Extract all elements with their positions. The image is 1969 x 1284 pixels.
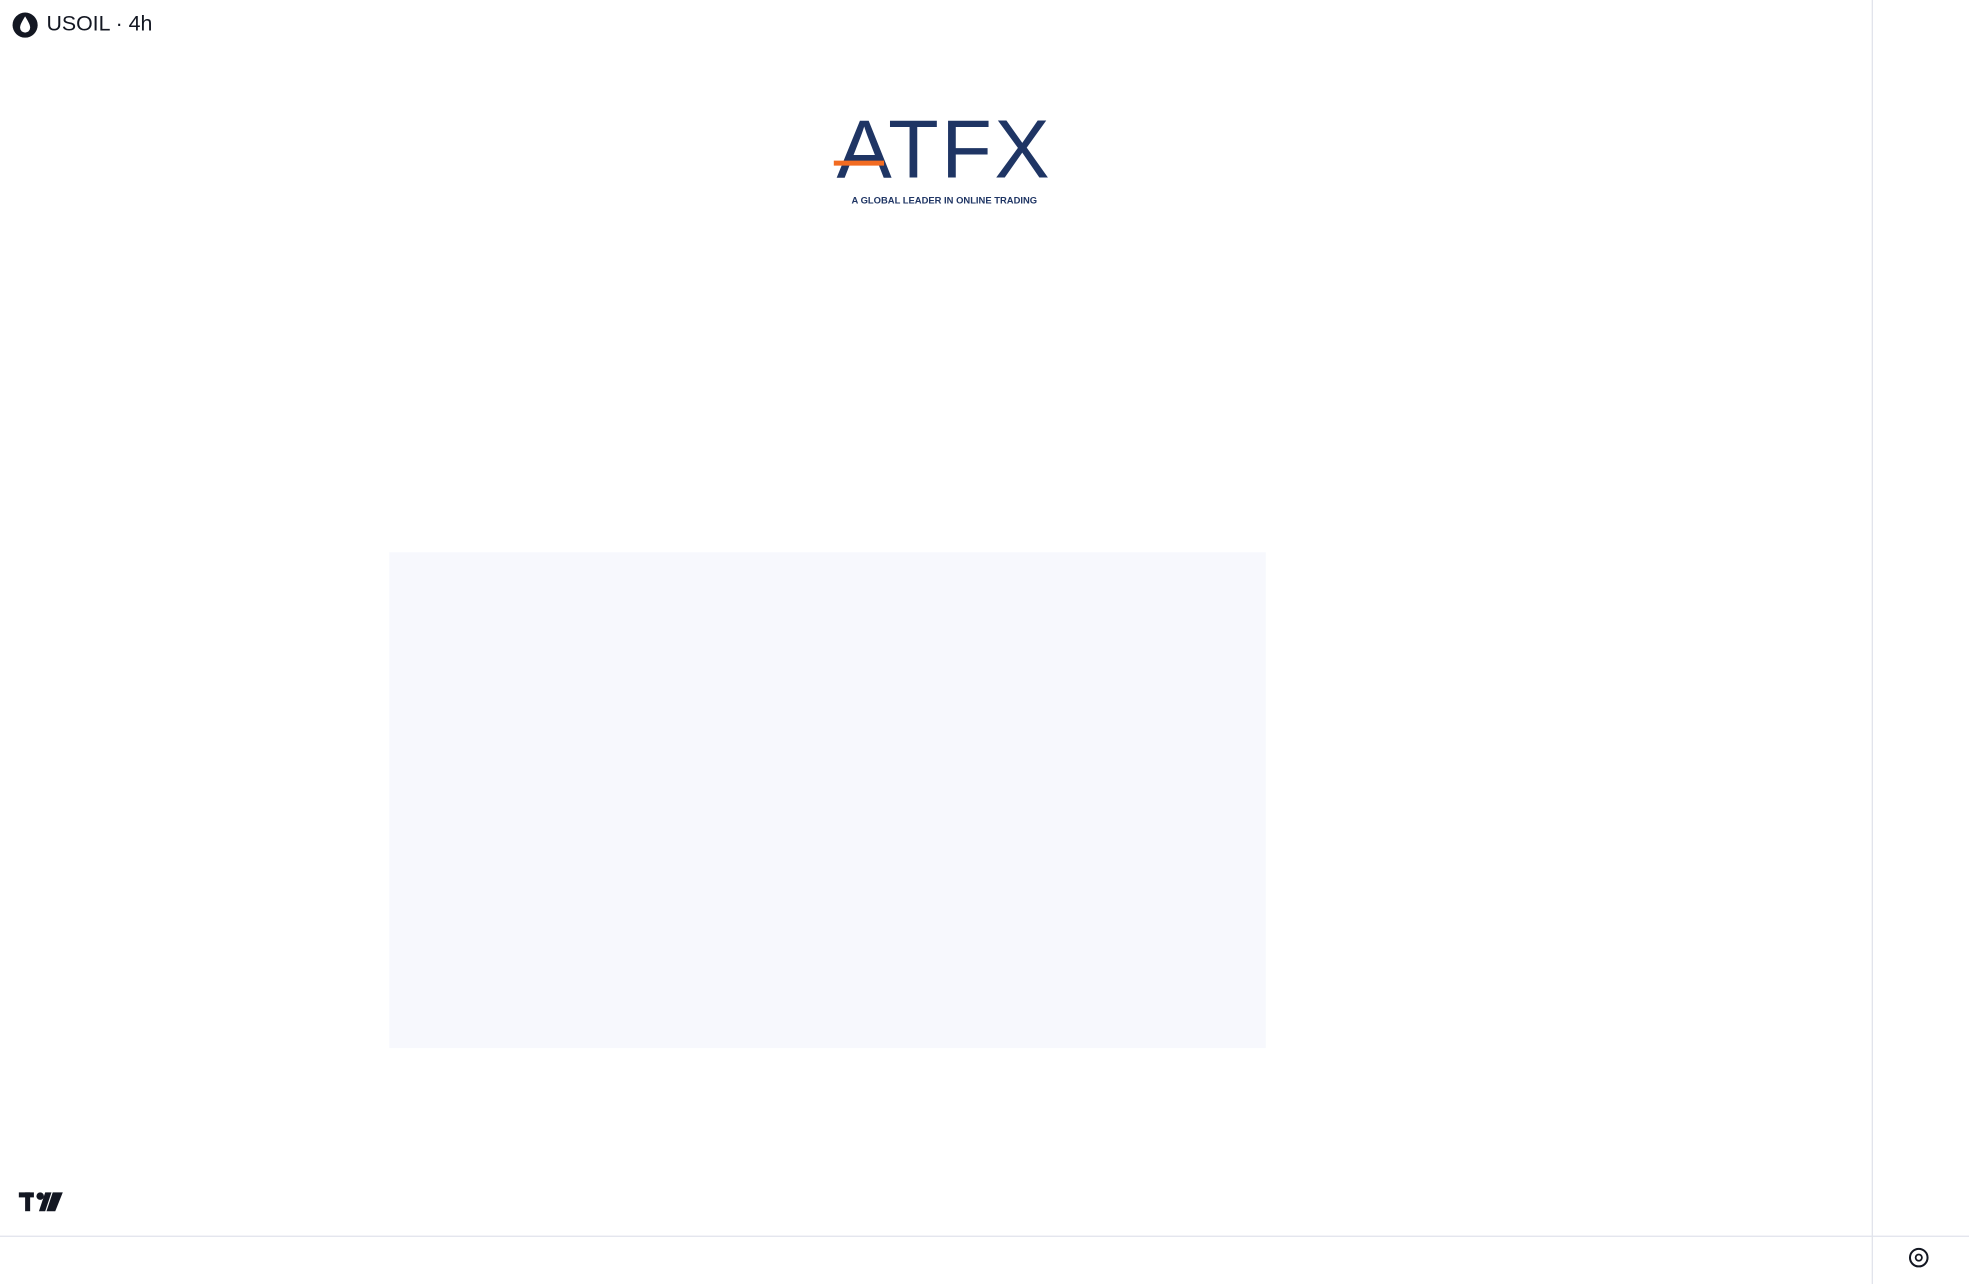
logo: ATFX	[836, 103, 1052, 196]
settings-icon-center	[1914, 1253, 1923, 1262]
logo-tagline: A GLOBAL LEADER IN ONLINE TRADING	[852, 194, 1038, 205]
tv-logo	[18, 1192, 63, 1212]
symbol-title: USOIL · 4h	[46, 12, 152, 36]
drop-icon	[20, 16, 31, 33]
settings-icon[interactable]	[1908, 1247, 1929, 1268]
channel-shade	[389, 552, 1266, 1049]
